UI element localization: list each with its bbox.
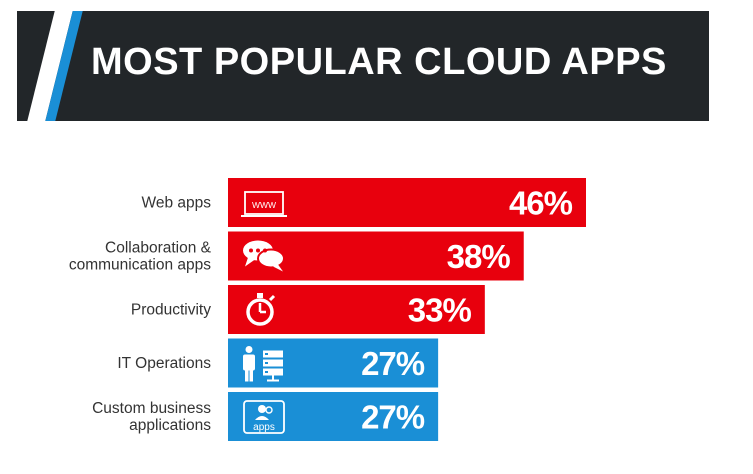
server-light <box>265 362 268 364</box>
watch-face <box>246 298 274 326</box>
browser-frame <box>244 191 284 215</box>
bar-group: Productivity 33% <box>131 285 485 334</box>
apps-person-head <box>258 405 266 413</box>
chat-bubbles-icon <box>243 240 285 272</box>
bar-group: Collaboration & communication apps 38% <box>69 231 524 281</box>
person-server-icon <box>243 346 283 382</box>
server-unit <box>263 359 283 367</box>
apps-gear <box>265 406 273 414</box>
bar-group: Custom business applications 27% apps <box>92 392 439 441</box>
person-leg <box>245 369 249 382</box>
apps-text: apps <box>253 422 275 433</box>
bar <box>228 178 586 227</box>
custom-apps-icon: apps <box>243 400 285 434</box>
bubble-front-tail <box>273 264 283 272</box>
apps-frame <box>243 400 285 434</box>
chart-title: MOST POPULAR CLOUD APPS <box>91 41 667 83</box>
value-label: 38% <box>447 238 511 275</box>
category-label: IT Operations <box>117 355 211 372</box>
person-leg <box>249 369 253 382</box>
bubble-dot <box>256 248 260 253</box>
category-label: Productivity <box>131 302 211 319</box>
www-text: WWW <box>252 200 276 210</box>
server-unit <box>263 350 283 358</box>
value-label: 27% <box>361 345 425 382</box>
value-label: 33% <box>408 292 472 329</box>
bubble-back-tail <box>245 257 255 267</box>
watch-crown <box>257 293 263 298</box>
person-body <box>243 354 255 371</box>
bar-group: IT Operations 27% <box>117 338 439 388</box>
bubble-dot <box>263 248 267 253</box>
person-head <box>245 346 253 353</box>
watch-button <box>268 294 276 302</box>
value-label: 46% <box>509 185 573 222</box>
category-label: Web apps <box>141 195 211 212</box>
bubble-dot <box>249 248 253 253</box>
server-unit <box>263 368 283 376</box>
category-label: Custom business applications <box>92 400 211 434</box>
web-browser-icon: WWW <box>241 191 287 217</box>
server-light <box>265 371 268 373</box>
server-light <box>265 353 268 355</box>
bar-group: Web apps 46% WWW <box>141 178 586 227</box>
header-banner: MOST POPULAR CLOUD APPS <box>17 11 709 121</box>
value-label: 27% <box>361 399 425 436</box>
apps-person-body <box>255 416 269 420</box>
stopwatch-icon <box>246 293 276 326</box>
bubble-front <box>257 248 285 269</box>
category-label: Collaboration & communication apps <box>69 240 212 274</box>
